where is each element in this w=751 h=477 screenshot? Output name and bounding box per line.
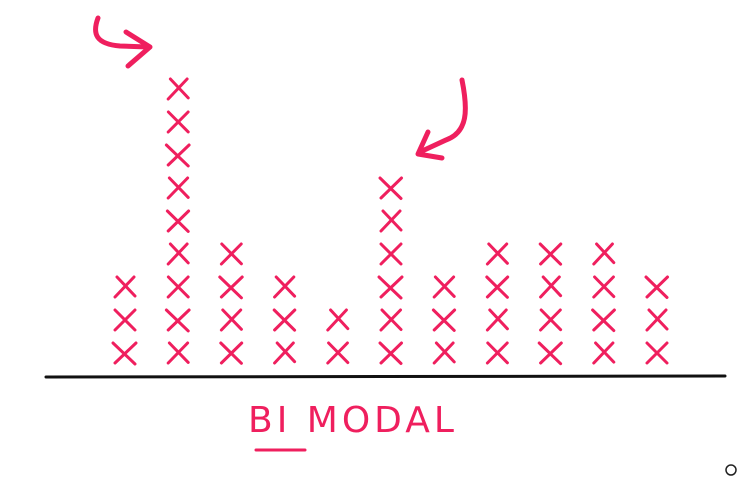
x-mark <box>539 275 563 299</box>
x-mark <box>113 275 137 299</box>
dot-column <box>644 275 669 365</box>
x-mark <box>432 275 456 299</box>
x-mark <box>379 209 403 233</box>
dot-column <box>485 242 510 365</box>
x-mark <box>379 308 403 332</box>
x-mark <box>645 308 669 332</box>
dot-column <box>377 176 404 365</box>
arrow-head <box>123 29 153 69</box>
x-mark <box>592 275 616 299</box>
x-mark <box>378 341 403 365</box>
x-mark <box>166 110 190 134</box>
x-mark <box>591 308 616 333</box>
x-mark <box>166 275 190 299</box>
x-mark <box>164 143 191 168</box>
x-mark <box>644 275 669 299</box>
arrow-head <box>415 129 445 161</box>
x-mark <box>537 341 563 366</box>
x-mark <box>218 275 244 300</box>
baseline <box>44 374 727 379</box>
x-mark <box>111 341 138 366</box>
x-mark <box>326 341 350 365</box>
x-mark <box>113 308 137 332</box>
x-mark <box>431 308 457 332</box>
x-mark <box>326 308 350 332</box>
x-mark <box>592 242 616 266</box>
dot-column <box>218 242 244 365</box>
x-mark <box>592 341 616 365</box>
x-mark <box>379 242 403 266</box>
dot-column <box>537 242 563 366</box>
x-mark <box>166 77 190 101</box>
x-mark <box>219 341 244 365</box>
x-mark <box>165 209 191 233</box>
x-mark <box>166 176 190 200</box>
dot-column <box>431 275 457 365</box>
x-mark <box>377 275 404 300</box>
x-mark <box>645 341 669 365</box>
dot-column <box>272 275 297 365</box>
x-mark <box>166 242 190 266</box>
x-mark <box>432 341 456 365</box>
dot-column <box>591 242 616 365</box>
dot-column <box>164 77 191 365</box>
dot-column <box>111 275 138 366</box>
x-mark <box>485 341 509 365</box>
chart-title: BI MODAL <box>248 400 458 441</box>
corner-icon <box>725 464 737 476</box>
x-mark <box>273 341 297 365</box>
dot-column <box>326 308 350 365</box>
arrow <box>417 77 468 155</box>
x-mark <box>485 308 509 332</box>
x-mark <box>539 308 563 332</box>
x-mark <box>219 308 243 332</box>
x-mark <box>166 341 190 365</box>
x-mark <box>485 275 510 299</box>
x-mark <box>164 308 191 333</box>
arrow <box>93 15 151 50</box>
x-mark <box>378 176 403 200</box>
x-mark <box>538 242 563 266</box>
x-mark <box>219 242 243 266</box>
x-mark <box>273 275 297 299</box>
x-mark <box>485 242 509 266</box>
x-mark <box>272 308 297 332</box>
